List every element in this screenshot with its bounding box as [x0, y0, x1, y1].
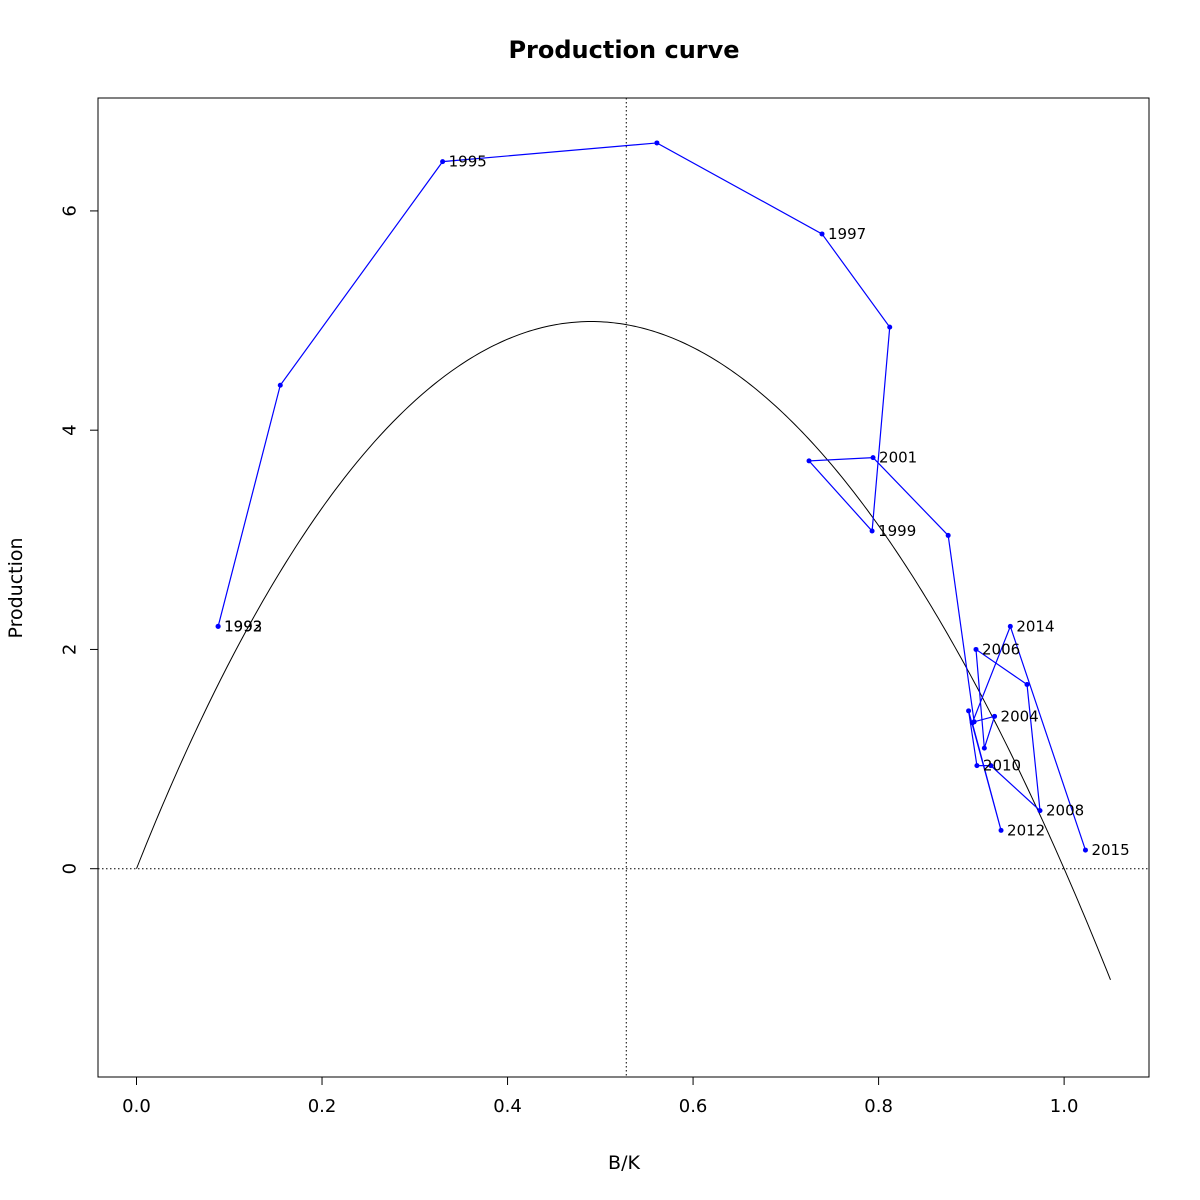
y-tick-label: 4 — [60, 424, 81, 435]
x-tick-label: 0.0 — [122, 1096, 151, 1117]
y-tick-label: 0 — [60, 863, 81, 874]
point-label-1992: 1992 — [224, 617, 262, 635]
data-point-2004 — [992, 713, 998, 719]
chart-title: Production curve — [508, 36, 739, 64]
data-point-1999 — [869, 528, 875, 534]
y-tick-label: 2 — [60, 644, 81, 655]
point-label-1997: 1997 — [828, 225, 866, 243]
x-tick-label: 0.8 — [864, 1096, 893, 1117]
data-point-2011 — [966, 708, 972, 714]
y-tick-label: 6 — [60, 205, 81, 216]
x-tick-label: 0.4 — [493, 1096, 522, 1117]
data-point-1996 — [654, 140, 660, 146]
data-point-1997 — [819, 231, 825, 237]
x-axis-label: B/K — [608, 1152, 640, 1174]
data-series — [215, 140, 1088, 853]
data-point-2005 — [981, 745, 987, 751]
data-point-2009 — [988, 763, 994, 769]
point-label-2001: 2001 — [879, 449, 917, 467]
data-point-2007 — [1024, 682, 1030, 688]
x-tick-label: 0.6 — [679, 1096, 708, 1117]
production-curve — [136, 321, 1111, 980]
point-label-1993: 1993 — [224, 617, 262, 635]
data-point-2001 — [870, 455, 876, 461]
x-axis: 0.0 0.2 0.4 0.6 0.8 1.0 — [122, 1076, 1079, 1117]
data-point-2014 — [1007, 623, 1013, 629]
data-point-1995 — [440, 159, 446, 165]
x-tick-label: 0.2 — [308, 1096, 337, 1117]
data-point-2006 — [973, 646, 979, 652]
data-point-1993 — [215, 623, 221, 629]
point-label-2008: 2008 — [1046, 802, 1084, 820]
data-point-2015 — [1082, 847, 1088, 853]
x-tick-label: 1.0 — [1050, 1096, 1079, 1117]
point-label-2012: 2012 — [1007, 821, 1045, 839]
point-label-2004: 2004 — [1001, 707, 1039, 725]
reference-lines — [98, 98, 1149, 1077]
data-point-2010 — [974, 763, 980, 769]
data-point-2012 — [998, 827, 1004, 833]
data-point-2008 — [1037, 808, 1043, 814]
y-axis-label: Production — [5, 537, 27, 638]
data-point-1994 — [277, 382, 283, 388]
y-axis: 0 2 4 6 — [60, 205, 99, 874]
point-label-2010: 2010 — [983, 757, 1021, 775]
point-label-2014: 2014 — [1016, 617, 1054, 635]
point-label-2015: 2015 — [1091, 841, 1129, 859]
point-label-2006: 2006 — [982, 640, 1020, 658]
data-point-2000 — [806, 458, 812, 464]
point-label-1999: 1999 — [878, 522, 916, 540]
data-point-2002 — [945, 532, 951, 538]
point-label-1995: 1995 — [449, 153, 487, 171]
data-point-1998 — [887, 324, 893, 330]
data-point-2013 — [969, 720, 975, 726]
production-curve-line — [136, 321, 1111, 980]
